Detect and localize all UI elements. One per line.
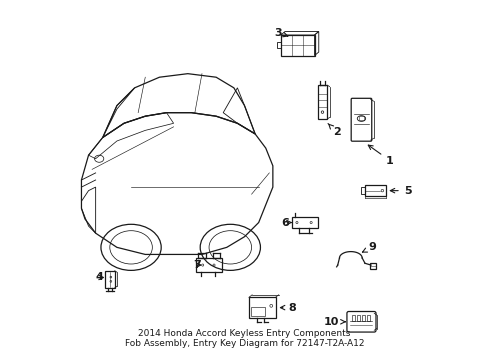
Text: 2: 2 [327,123,340,137]
Text: 3: 3 [274,28,287,38]
Bar [250,306,265,316]
Text: 1: 1 [367,145,393,166]
Text: 5: 5 [389,186,410,195]
Bar [351,315,355,321]
Text: 4: 4 [95,273,103,283]
Bar [359,116,363,120]
Bar [291,217,317,228]
Text: 7: 7 [192,260,200,270]
Bar [366,315,369,321]
Bar [361,315,364,321]
Text: 10: 10 [323,317,345,327]
Text: 6: 6 [281,217,291,228]
Text: 2014 Honda Accord Keyless Entry Components
Fob Assembly, Entry Key Diagram for 7: 2014 Honda Accord Keyless Entry Componen… [124,329,364,348]
Bar [104,271,115,288]
Bar [365,185,385,196]
Bar [360,187,365,194]
Bar [248,297,275,318]
Bar [276,42,280,48]
Bar [280,35,314,55]
Text: 8: 8 [280,303,296,312]
Bar [369,263,376,269]
Bar [195,258,222,272]
Bar [356,315,359,321]
Text: 9: 9 [362,242,375,252]
Bar [317,85,327,119]
